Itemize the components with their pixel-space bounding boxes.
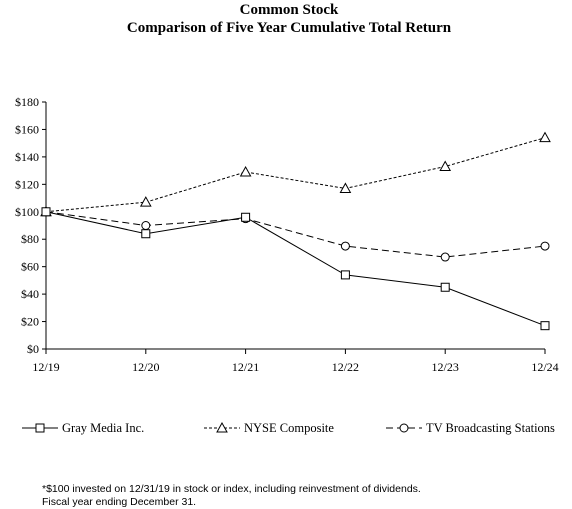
data-point-square: [340, 270, 350, 280]
y-tick-label: $120: [15, 177, 39, 191]
data-point-square: [41, 207, 51, 217]
x-tick-label: 12/23: [432, 360, 459, 374]
x-tick-label: 12/24: [531, 360, 558, 374]
y-tick-label: $40: [21, 287, 39, 301]
series-line: [45, 211, 546, 258]
legend-label: NYSE Composite: [244, 421, 334, 435]
legend-label: TV Broadcasting Stations: [426, 421, 555, 435]
chart-subtitle: Comparison of Five Year Cumulative Total…: [127, 20, 452, 36]
series-nyse-composite: [40, 131, 551, 217]
legend-item: Gray Media Inc.: [22, 421, 144, 435]
legend-marker-square: [35, 423, 45, 433]
data-point-square: [440, 282, 450, 292]
legend-label: Gray Media Inc.: [62, 421, 144, 435]
legend: Gray Media Inc. NYSE Composite TV Broadcas…: [22, 421, 555, 435]
y-axis-ticks: $0 $20 $40 $60 $80 $100 $120 $140 $160 $180: [15, 95, 46, 356]
x-tick-label: 12/22: [332, 360, 359, 374]
x-axis-ticks: 12/19 12/20 12/21 12/22 12/23 12/24: [32, 349, 559, 374]
data-point-circle: [340, 241, 350, 251]
data-point-triangle: [139, 196, 152, 207]
series-layer: [40, 131, 551, 331]
legend-marker-circle: [399, 423, 409, 433]
series-line: [45, 137, 546, 213]
y-tick-label: $60: [21, 260, 39, 274]
y-tick-label: $0: [27, 342, 39, 356]
data-point-circle: [540, 241, 550, 251]
data-point-triangle: [339, 182, 352, 193]
x-tick-label: 12/21: [232, 360, 259, 374]
axes: [45, 102, 545, 350]
y-tick-label: $100: [15, 205, 39, 219]
y-tick-label: $140: [15, 150, 39, 164]
data-point-triangle: [539, 131, 551, 143]
y-tick-label: $20: [21, 315, 39, 329]
y-tick-label: $180: [15, 95, 39, 109]
y-tick-label: $160: [15, 122, 39, 136]
series-gray-media-inc: [41, 207, 550, 331]
legend-item: NYSE Composite: [204, 421, 334, 435]
chart-title: Common Stock: [240, 2, 339, 18]
y-tick-label: $80: [21, 232, 39, 246]
data-point-triangle: [239, 165, 252, 177]
footnote-investment: *$100 invested on 12/31/19 in stock or i…: [42, 483, 421, 495]
data-point-square: [141, 229, 151, 239]
footnote-fiscal-year: Fiscal year ending December 31.: [42, 496, 196, 508]
data-point-square: [241, 212, 251, 222]
data-point-circle: [141, 221, 151, 230]
series-tv-broadcasting-stations: [41, 207, 550, 262]
x-tick-label: 12/20: [132, 360, 159, 374]
data-point-circle: [440, 252, 450, 262]
legend-marker-triangle: [216, 421, 228, 433]
legend-item: TV Broadcasting Stations: [386, 421, 555, 435]
series-line: [45, 211, 546, 327]
data-point-square: [540, 321, 550, 331]
x-tick-label: 12/19: [32, 360, 59, 374]
data-point-triangle: [439, 160, 452, 171]
